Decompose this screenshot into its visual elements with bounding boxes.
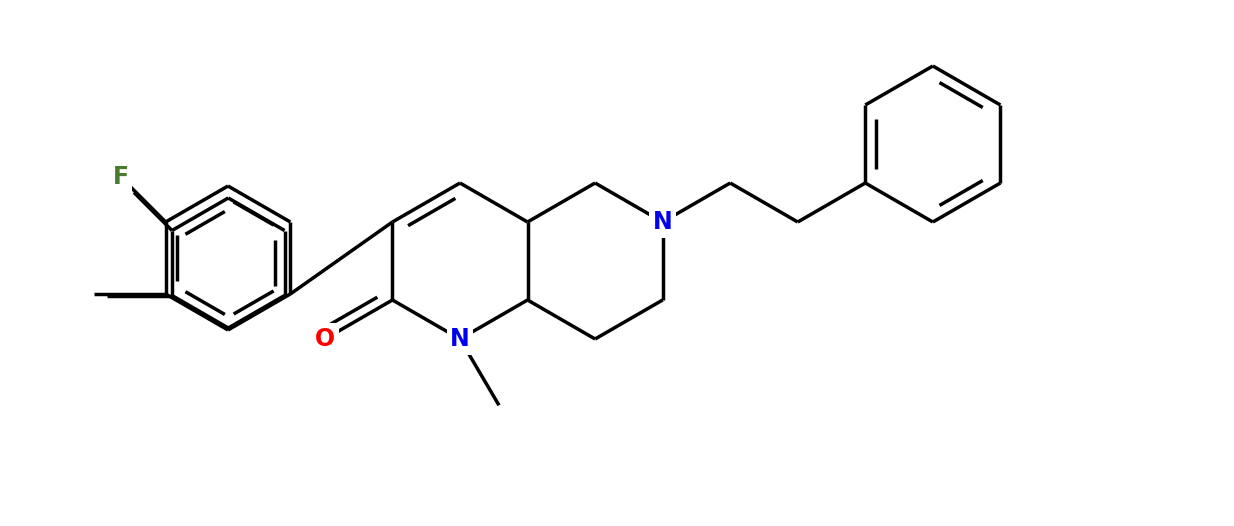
Text: F: F — [112, 165, 128, 189]
Text: N: N — [450, 327, 470, 351]
Text: N: N — [653, 210, 673, 234]
Text: O: O — [315, 327, 334, 351]
